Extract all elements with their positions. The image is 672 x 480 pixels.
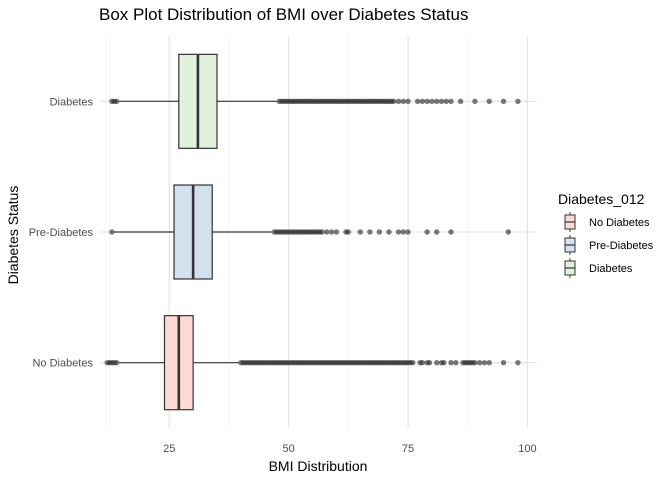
outlier-point <box>426 359 433 366</box>
outlier-point <box>109 229 115 235</box>
outlier-point <box>386 229 392 235</box>
outlier-point <box>357 229 363 235</box>
outlier-point <box>114 98 120 105</box>
outlier-point <box>429 98 435 105</box>
outlier-point <box>481 359 488 366</box>
y-tick-label: No Diabetes <box>32 358 93 370</box>
outlier-point <box>400 98 406 105</box>
outlier-point <box>333 229 340 235</box>
outlier-point <box>448 98 454 105</box>
outlier-point <box>505 229 512 235</box>
outlier-point <box>405 98 411 105</box>
outlier-point <box>486 98 492 105</box>
y-tick-label: Diabetes <box>50 96 94 108</box>
outlier-point <box>486 359 492 366</box>
box-group <box>109 184 512 280</box>
y-tick-label: Pre-Diabetes <box>29 227 94 239</box>
legend: Diabetes_012 No Diabetes Pre-Diabetes Diab… <box>558 191 654 278</box>
chart-title: Box Plot Distribution of BMI over Diabet… <box>99 5 468 24</box>
outlier-point <box>376 229 383 235</box>
outlier-point <box>438 98 445 105</box>
outlier-point <box>410 359 416 366</box>
x-tick-label: 100 <box>518 443 536 455</box>
legend-item: Pre-Diabetes <box>564 235 654 255</box>
outlier-point <box>405 229 411 235</box>
outlier-point <box>419 98 426 105</box>
outlier-point <box>419 359 426 366</box>
outlier-point <box>500 359 507 366</box>
legend-items: No Diabetes Pre-Diabetes Diabetes <box>564 212 654 278</box>
outlier-point <box>453 359 459 366</box>
x-axis-title: BMI Distribution <box>269 458 368 474</box>
box-group <box>109 53 521 149</box>
outlier-point <box>367 229 373 235</box>
outlier-point <box>500 98 507 105</box>
outlier-point <box>443 98 449 105</box>
outlier-point <box>515 359 521 366</box>
x-tick-label: 50 <box>283 443 295 455</box>
outlier-point <box>395 229 402 235</box>
outlier-point <box>414 98 421 105</box>
outlier-point <box>472 359 478 366</box>
outlier-point <box>434 359 440 366</box>
legend-item: No Diabetes <box>564 212 650 232</box>
legend-label: No Diabetes <box>589 217 650 229</box>
x-tick-label: 75 <box>402 443 414 455</box>
legend-label: Pre-Diabetes <box>589 240 654 252</box>
outlier-point <box>324 229 330 235</box>
box-group <box>104 315 521 411</box>
outlier-point <box>476 359 483 366</box>
outlier-point <box>400 229 406 235</box>
outlier-point <box>472 98 478 105</box>
outlier-point <box>457 98 464 105</box>
outlier-point <box>395 98 402 105</box>
x-tick-label: 25 <box>163 443 175 455</box>
outlier-point <box>448 359 454 366</box>
outlier-point <box>448 229 454 235</box>
axes: 25 50 75 100 No Diabetes Pre-Diabetes Diabetes <box>29 96 537 455</box>
legend-label: Diabetes <box>589 263 633 275</box>
outlier-point <box>441 359 447 366</box>
outlier-point <box>319 229 325 235</box>
outlier-point <box>328 229 335 235</box>
y-axis-title: Diabetes Status <box>5 186 21 285</box>
outlier-point <box>434 229 440 235</box>
outlier-point <box>345 229 352 235</box>
outlier-point <box>391 98 397 105</box>
outlier-point <box>515 98 521 105</box>
outlier-point <box>424 229 430 235</box>
outlier-point <box>434 98 440 105</box>
outlier-point <box>424 98 430 105</box>
box-plot-series <box>104 53 521 411</box>
legend-title: Diabetes_012 <box>558 191 645 207</box>
outlier-point <box>114 359 120 366</box>
legend-item: Diabetes <box>564 258 633 278</box>
